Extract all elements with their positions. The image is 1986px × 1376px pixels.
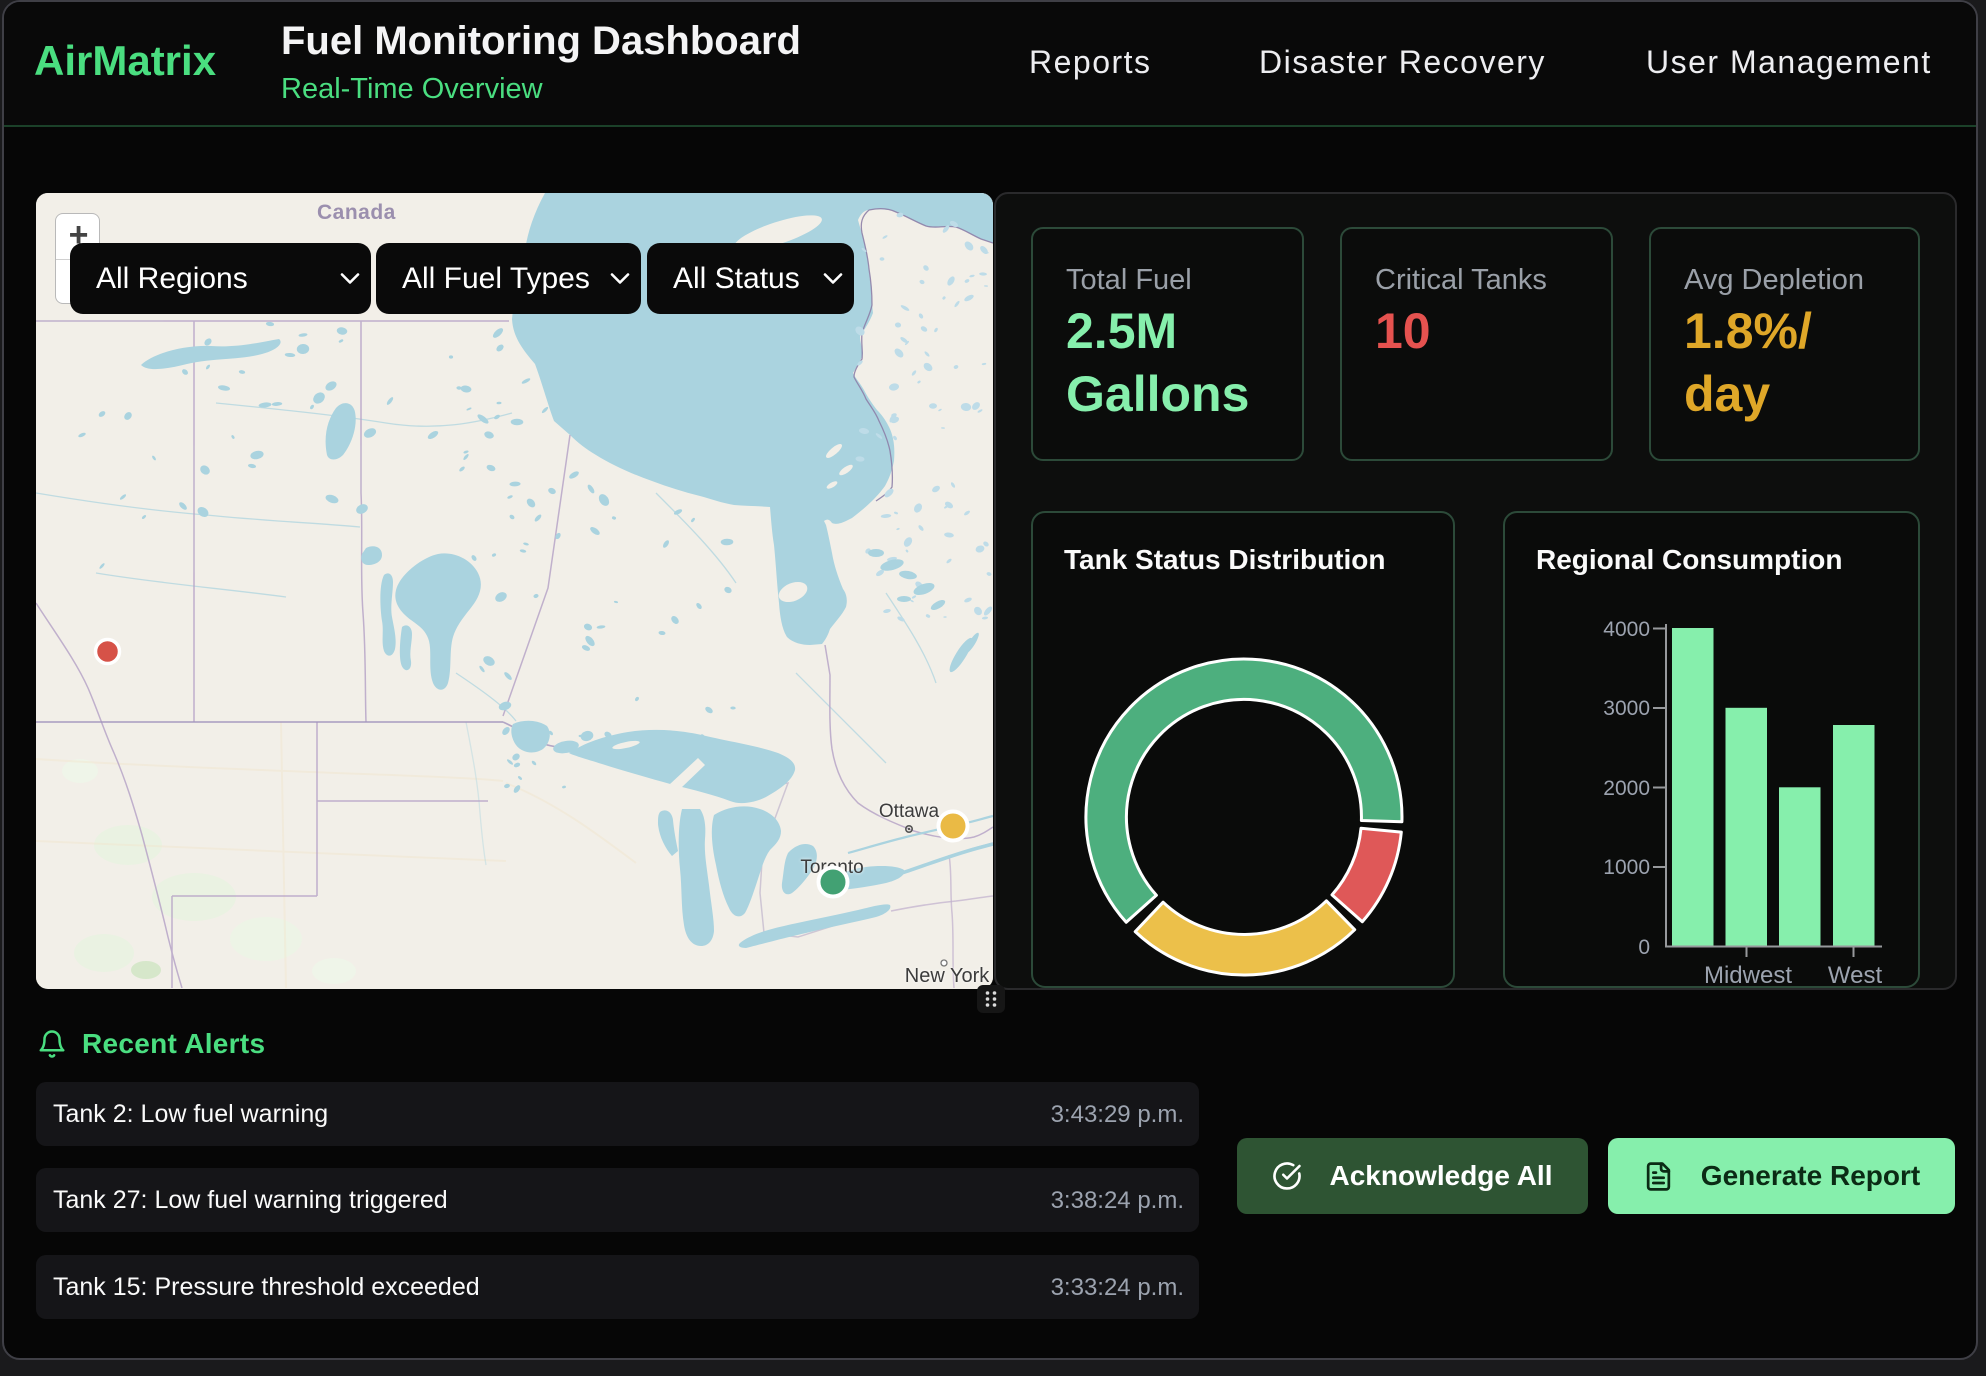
svg-text:Midwest: Midwest (1704, 962, 1792, 989)
svg-text:New York: New York (905, 965, 990, 987)
svg-text:Canada: Canada (317, 201, 396, 224)
svg-text:2000: 2000 (1603, 777, 1650, 800)
svg-text:3000: 3000 (1603, 697, 1650, 720)
svg-text:West: West (1828, 962, 1883, 989)
svg-text:1000: 1000 (1603, 856, 1650, 879)
svg-text:Ottawa: Ottawa (879, 801, 940, 822)
svg-text:0: 0 (1638, 936, 1650, 959)
svg-text:4000: 4000 (1603, 618, 1650, 641)
